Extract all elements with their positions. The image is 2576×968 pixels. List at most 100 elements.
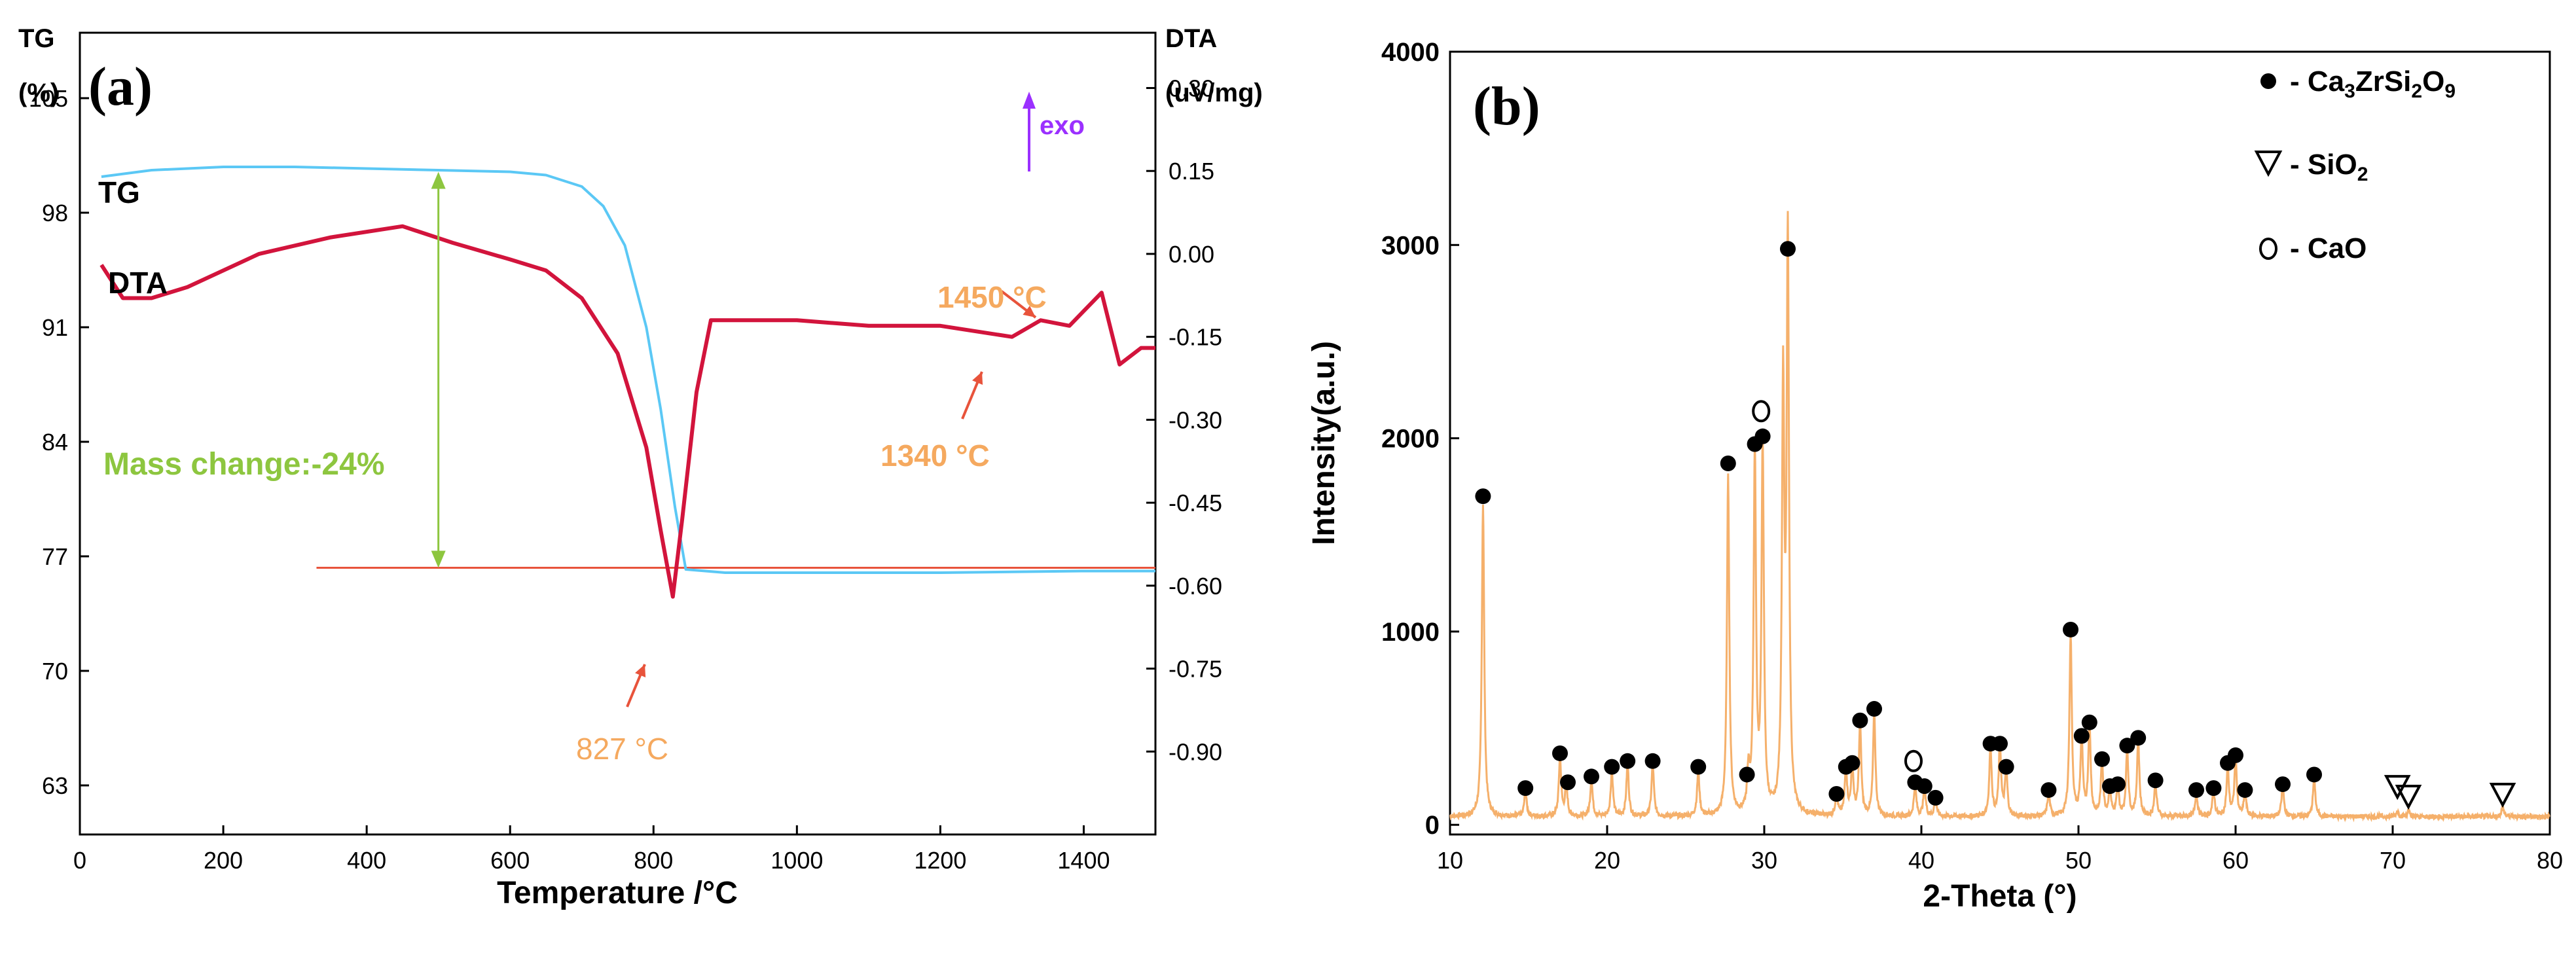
ca3zrsi2o9-marker	[1866, 701, 1882, 717]
ca3zrsi2o9-marker	[1739, 766, 1755, 783]
panel-b-x-ticks: 10 20 30 40 50 60 70 80	[1437, 825, 2563, 874]
panel-b-y-tick-label: 4000	[1381, 38, 1440, 67]
exo-arrow-icon	[1023, 92, 1036, 171]
panel-a-right-tick-label: 0.00	[1169, 241, 1214, 268]
panel-a-right-tick-label: -0.60	[1169, 573, 1222, 600]
panel-a-right-axis-title-line1: DTA	[1165, 24, 1217, 53]
panel-a-right-tick-label: -0.15	[1169, 324, 1222, 351]
peak-1340-pointer-head	[972, 372, 983, 385]
mass-change-annotation: Mass change:-24%	[103, 447, 385, 482]
ca3zrsi2o9-marker	[1828, 785, 1845, 802]
ca3zrsi2o9-marker	[2237, 782, 2253, 798]
peak-1450-label: 1450 °C	[937, 280, 1047, 314]
panel-a-series	[100, 166, 1155, 599]
ca3zrsi2o9-marker	[1844, 755, 1860, 771]
ca3zrsi2o9-marker	[1584, 768, 1599, 785]
panel-a-x-tick-label: 1400	[1057, 847, 1110, 874]
panel-b-xrd-chart: (b) 10 20 30 40 50 60 70 80 0 1000 2000 3000 4000 2…	[1307, 38, 2563, 914]
panel-a-right-y-ticks: 0.30 0.15 0.00 -0.15 -0.30 -0.45 -0.60 -0.75 -0.…	[1146, 75, 1222, 765]
panel-b-x-tick-label: 60	[2222, 847, 2249, 874]
panel-a-x-ticks: 0 200 400 600 800 1000 1200 1400	[73, 825, 1110, 874]
panel-b-x-tick-label: 80	[2537, 847, 2563, 874]
legend-label-sio2: - SiO2	[2290, 149, 2368, 185]
ca3zrsi2o9-marker	[2081, 714, 2097, 730]
ca3zrsi2o9-marker	[1927, 789, 1944, 806]
cao-marker	[1904, 749, 1923, 772]
panel-a-x-axis-title: Temperature /°C	[497, 876, 738, 910]
panel-b-phase-markers	[1475, 241, 2516, 810]
sio2-marker	[2489, 782, 2516, 808]
panel-a-right-tick-label: -0.30	[1169, 406, 1222, 433]
ca3zrsi2o9-marker	[1644, 753, 1661, 769]
arrow-down-icon	[431, 550, 446, 568]
panel-b-legend: - Ca3ZrSi2O9 - SiO2 - CaO	[2254, 65, 2456, 264]
ca3zrsi2o9-marker	[1560, 774, 1576, 791]
tg-series-label: TG	[98, 175, 140, 209]
ca3zrsi2o9-marker	[2041, 782, 2057, 798]
panel-b-y-tick-label: 0	[1425, 811, 1440, 840]
exo-label: exo	[1040, 111, 1085, 140]
ca3zrsi2o9-marker	[2119, 738, 2135, 754]
ca3zrsi2o9-marker	[1690, 759, 1707, 775]
panel-b-x-tick-label: 10	[1437, 847, 1463, 874]
cao-marker	[1752, 400, 1771, 423]
legend-item-sio2: - SiO2	[2254, 149, 2368, 185]
panel-a-right-tick-label: 0.15	[1169, 158, 1214, 185]
legend-item-cao: - CaO	[2259, 232, 2367, 264]
arrow-up-icon	[431, 171, 446, 189]
panel-a-left-tick-label: 84	[42, 429, 68, 456]
ca3zrsi2o9-marker	[1852, 712, 1868, 728]
legend-triangle-icon	[2254, 151, 2283, 177]
ca3zrsi2o9-marker	[2063, 621, 2078, 637]
peak-827-label: 827 °C	[576, 732, 668, 766]
panel-a-left-tick-label: 91	[42, 314, 68, 341]
panel-a-left-axis-title-line2: (%)	[18, 79, 59, 107]
ca3zrsi2o9-marker	[1916, 778, 1932, 795]
ca3zrsi2o9-marker	[2130, 730, 2147, 746]
panel-b-x-tick-label: 30	[1751, 847, 1777, 874]
ca3zrsi2o9-marker	[1754, 428, 1771, 444]
ca3zrsi2o9-marker	[1517, 780, 1534, 797]
panel-a-right-tick-label: 0.30	[1169, 75, 1214, 101]
panel-a-left-tick-label: 98	[42, 200, 68, 226]
panel-a-left-tick-label: 77	[42, 543, 68, 570]
peak-1340-label: 1340 °C	[880, 439, 990, 473]
panel-a-x-tick-label: 200	[204, 847, 243, 874]
peak-827-pointer-head	[635, 664, 646, 677]
panel-b-x-axis-title: 2-Theta (°)	[1923, 879, 2077, 914]
panel-a-x-tick-label: 400	[347, 847, 386, 874]
panel-b-y-tick-label: 3000	[1381, 231, 1440, 260]
dta-series-label: DTA	[108, 266, 168, 300]
ca3zrsi2o9-marker	[2205, 780, 2222, 797]
panel-b-y-tick-label: 2000	[1381, 425, 1440, 454]
panel-b-y-ticks: 0 1000 2000 3000 4000	[1381, 38, 1459, 840]
panel-a-label: (a)	[88, 56, 153, 117]
legend-label-cao: - CaO	[2290, 232, 2367, 264]
panel-a-left-tick-label: 63	[42, 772, 68, 799]
panel-a-tg-dta-chart: (a) TG (%) DTA (uV/mg) 0 200 400 600 800 1000…	[18, 24, 1263, 910]
ca3zrsi2o9-marker	[1604, 759, 1620, 775]
legend-label-ca3zrsi2o9: - Ca3ZrSi2O9	[2290, 65, 2456, 102]
ca3zrsi2o9-marker	[1780, 241, 1796, 257]
sio2-marker	[2395, 784, 2422, 810]
ca3zrsi2o9-marker	[2228, 747, 2243, 763]
panel-a-left-y-ticks: 63 70 77 84 91 98 105	[29, 85, 89, 799]
panel-b-plot-frame	[1449, 50, 2551, 836]
panel-a-right-tick-label: -0.90	[1169, 738, 1222, 765]
panel-a-x-tick-label: 0	[73, 847, 86, 874]
ca3zrsi2o9-marker	[2147, 772, 2164, 789]
ca3zrsi2o9-marker	[2306, 766, 2322, 783]
panel-b-label: (b)	[1473, 76, 1540, 137]
panel-b-y-axis-title: Intensity(a.u.)	[1307, 341, 1341, 545]
panel-a-right-tick-label: -0.75	[1169, 656, 1222, 683]
panel-a-x-tick-label: 800	[634, 847, 673, 874]
legend-circle-icon	[2259, 238, 2277, 260]
panel-a-plot-frame	[79, 31, 1157, 836]
panel-a-right-tick-label: -0.45	[1169, 490, 1222, 516]
dta-curve	[100, 224, 1155, 599]
ca3zrsi2o9-marker	[2188, 782, 2204, 798]
panel-a-x-tick-label: 1200	[914, 847, 966, 874]
ca3zrsi2o9-marker	[1720, 456, 1736, 472]
ca3zrsi2o9-marker	[2275, 776, 2291, 793]
